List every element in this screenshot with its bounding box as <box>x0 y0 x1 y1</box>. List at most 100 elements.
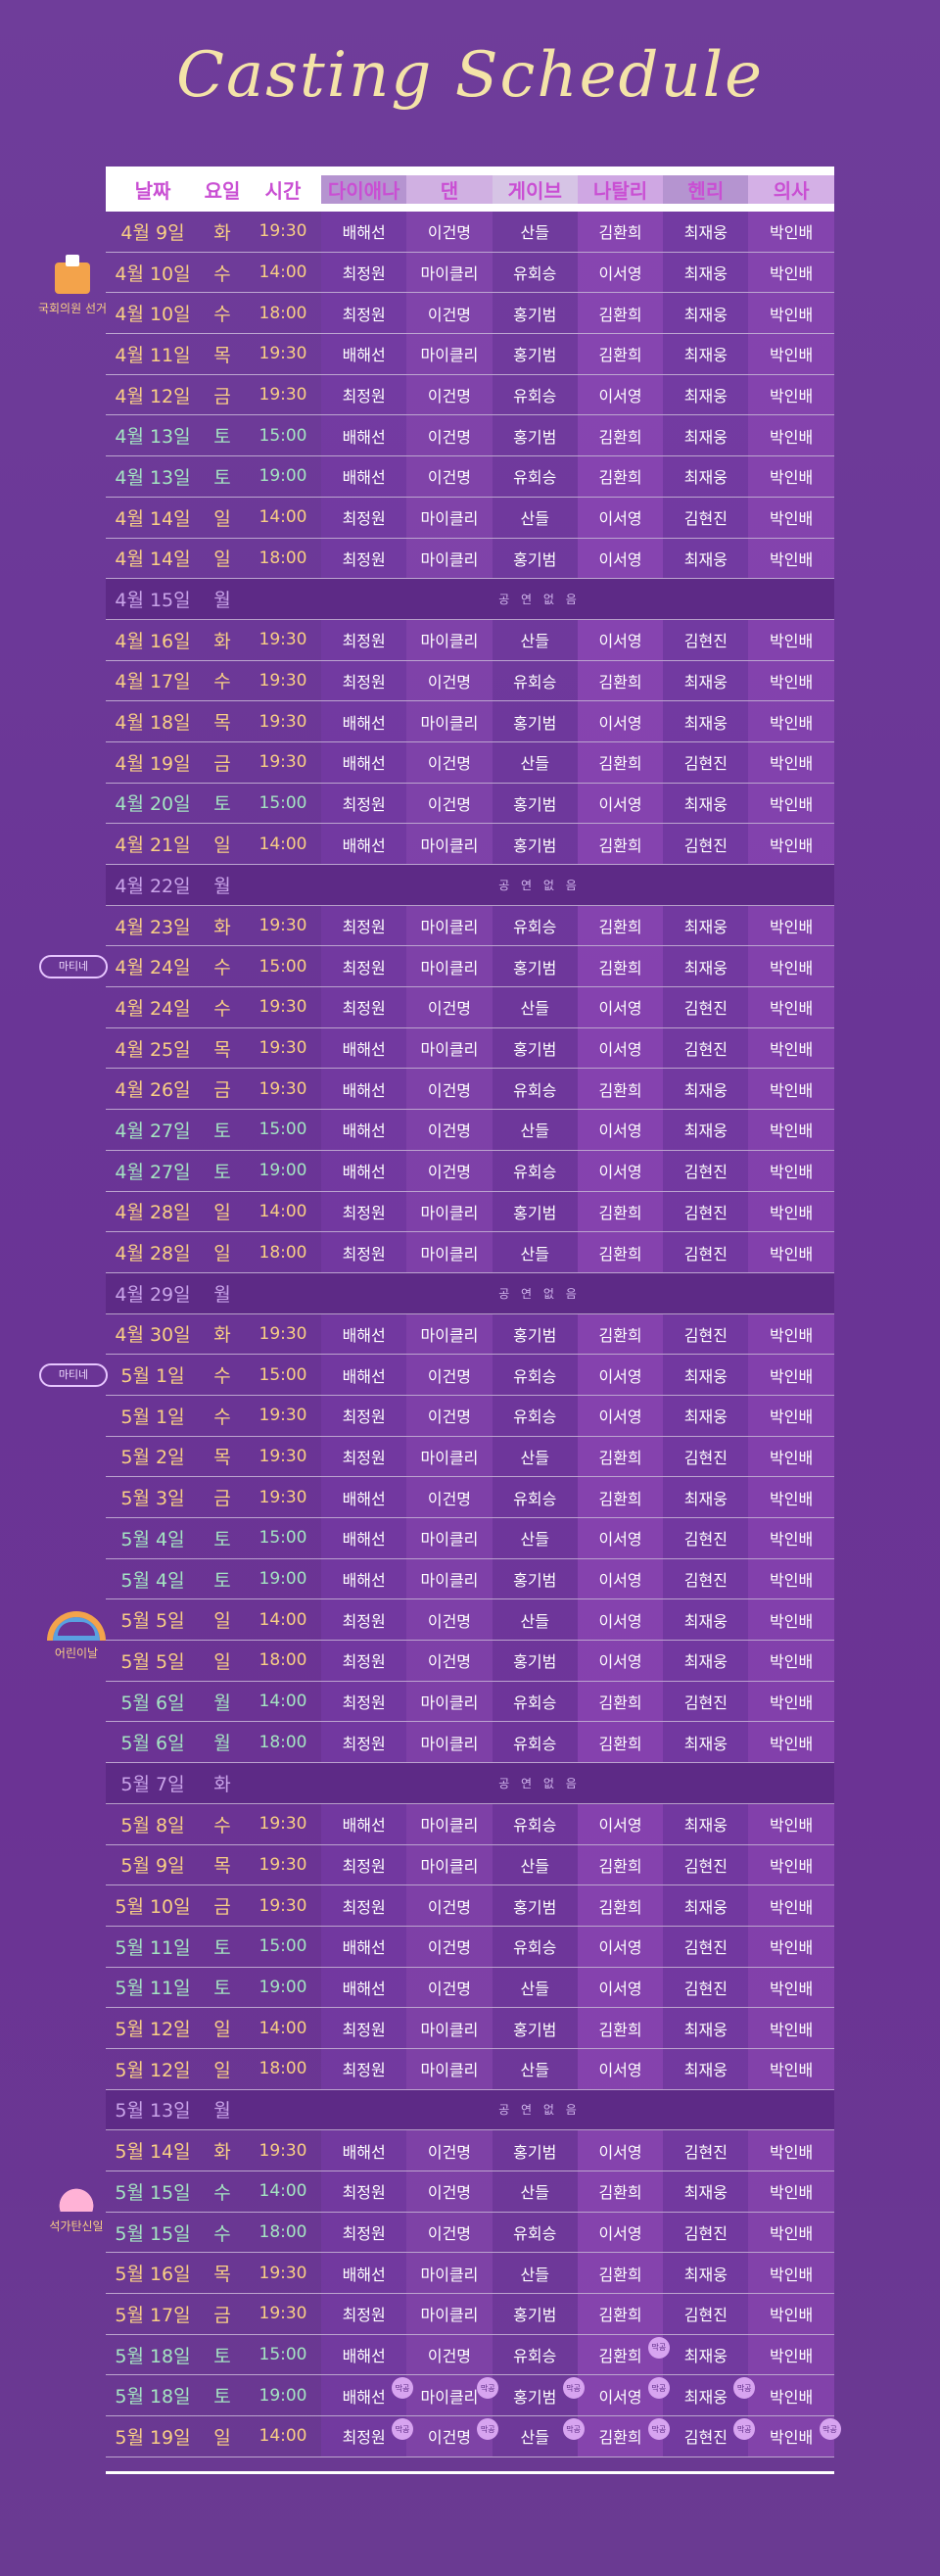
cast-cell: 이건명 <box>406 2130 493 2171</box>
day-cell: 일 <box>213 2019 231 2041</box>
cast-cell: 마이클리 <box>406 1844 493 1885</box>
cast-cell: 유회승 <box>492 1150 578 1191</box>
time-cell: 14:00 <box>258 834 307 854</box>
no-show-note: 공 연 없 음 <box>498 878 581 892</box>
no-show-note: 공 연 없 음 <box>498 2103 581 2118</box>
lotus-icon <box>57 2182 96 2212</box>
cast-cell: 최재웅 <box>663 1885 749 1926</box>
cast-cell: 마이클리 <box>406 1191 493 1232</box>
table-row: 4월 10일 수 14:00 최정원 마이클리 유회승 이서영 최재웅 박인배 <box>106 252 834 294</box>
cast-cell: 최정원 <box>321 538 407 579</box>
cast-cell: 이서영 <box>577 2212 664 2253</box>
table-row: 5월 3일 금 19:30 배해선 이건명 유회승 김환희 최재웅 박인배 <box>106 1477 834 1518</box>
cast-cell: 최재웅 <box>663 374 749 415</box>
table-row: 4월 16일 화 19:30 최정원 마이클리 산들 이서영 김현진 박인배 <box>106 619 834 661</box>
cast-cell: 산들 <box>492 619 578 660</box>
date-cell: 4월 24일 <box>115 957 191 979</box>
day-cell: 토 <box>213 426 231 449</box>
cast-cell: 홍기범 <box>492 538 578 579</box>
bottom-divider <box>106 2470 834 2474</box>
date-cell: 4월 28일 <box>115 1202 191 1224</box>
time-cell: 19:30 <box>258 670 307 691</box>
table-row-no-show: 5월 13일 월 공 연 없 음 <box>106 2089 834 2131</box>
time-cell: 19:30 <box>258 1487 307 1507</box>
cast-cell: 김현진 <box>663 1232 749 1272</box>
cast-cell: 이서영 <box>577 619 664 660</box>
cast-cell: 박인배 <box>748 1599 834 1641</box>
cast-cell: 최정원 <box>321 946 407 987</box>
cast-cell: 최정원 <box>321 1232 407 1272</box>
cast-cell: 최재웅 <box>663 293 749 334</box>
cast-cell: 홍기범 <box>492 293 578 334</box>
cast-cell: 유회승 <box>492 374 578 415</box>
cast-cell: 배해선 <box>321 415 407 456</box>
cast-cell: 마이클리 <box>406 252 493 293</box>
table-row: 4월 18일 목 19:30 배해선 마이클리 홍기범 이서영 최재웅 박인배 <box>106 701 834 742</box>
cast-cell: 최재웅 <box>663 1355 749 1395</box>
cast-cell: 최재웅 <box>663 2171 749 2212</box>
cast-cell: 배해선 <box>321 1313 407 1355</box>
cast-cell: 최정원 <box>321 2008 407 2048</box>
cast-cell: 최정원 <box>321 252 407 293</box>
cast-cell: 최정원 <box>321 660 407 701</box>
day-cell: 일 <box>213 2059 231 2081</box>
cast-cell: 이건명 <box>406 1069 493 1110</box>
final-performance-badge: 막공 <box>392 2377 413 2400</box>
cast-cell: 박인배 <box>748 1313 834 1355</box>
table-row: 5월 11일 토 19:00 배해선 이건명 산들 이서영 김현진 박인배 <box>106 1967 834 2009</box>
cast-cell: 이건명 <box>406 456 493 497</box>
cast-cell: 이서영 <box>577 2130 664 2171</box>
date-cell: 5월 12일 <box>115 2059 191 2081</box>
date-cell: 4월 11일 <box>115 344 191 366</box>
cast-cell: 박인배 <box>748 1436 834 1477</box>
date-cell: 4월 23일 <box>115 916 191 938</box>
cast-cell: 김현진 <box>663 1313 749 1355</box>
cast-cell: 이서영 <box>577 1926 664 1967</box>
date-cell: 4월 29일 <box>115 1283 191 1306</box>
table-row: 4월 13일 토 15:00 배해선 이건명 홍기범 김환희 최재웅 박인배 <box>106 415 834 457</box>
table-row: 4월 27일 토 19:00 배해선 이건명 유회승 이서영 김현진 박인배 <box>106 1150 834 1192</box>
cast-cell: 김현진 <box>663 1150 749 1191</box>
cast-cell: 최정원 <box>321 619 407 660</box>
day-cell: 목 <box>213 712 231 735</box>
cast-cell: 마이클리 <box>406 946 493 987</box>
cast-cell: 이건명 <box>406 212 493 252</box>
cast-cell: 김현진 <box>663 1967 749 2008</box>
date-cell: 5월 6일 <box>120 1692 185 1714</box>
cast-cell: 박인배 <box>748 2375 834 2416</box>
cast-cell: 배해선 <box>321 1027 407 1069</box>
table-row: 5월 5일 일 14:00 최정원 이건명 산들 이서영 최재웅 박인배 <box>106 1599 834 1642</box>
final-performance-badge: 막공 <box>562 2377 585 2400</box>
date-cell: 4월 25일 <box>115 1038 191 1061</box>
cast-cell: 이서영 <box>577 1355 664 1395</box>
day-cell: 토 <box>213 1161 231 1183</box>
day-cell: 토 <box>213 2345 231 2367</box>
time-cell: 14:00 <box>258 2181 307 2202</box>
cast-cell: 김환희 <box>577 1722 664 1763</box>
cast-cell: 최정원 <box>321 1599 407 1641</box>
cast-cell: 김현진 <box>663 987 749 1027</box>
cast-cell: 이건명 <box>406 1355 493 1395</box>
table-row: 4월 30일 화 19:30 배해선 마이클리 홍기범 김환희 김현진 박인배 <box>106 1313 834 1356</box>
day-cell: 토 <box>213 1569 231 1592</box>
cast-cell: 박인배 <box>748 1558 834 1599</box>
day-cell: 토 <box>213 1528 231 1550</box>
day-cell: 월 <box>213 1692 231 1714</box>
table-row: 4월 27일 토 15:00 배해선 이건명 산들 이서영 최재웅 박인배 <box>106 1110 834 1151</box>
buddha-birthday-label: 석가탄신일 <box>33 2182 119 2234</box>
cast-cell: 박인배 <box>748 741 834 783</box>
date-cell: 4월 21일 <box>115 835 191 857</box>
day-cell: 목 <box>213 2264 231 2286</box>
day-cell: 목 <box>213 344 231 366</box>
time-cell: 15:00 <box>258 425 307 446</box>
day-cell: 토 <box>213 466 231 489</box>
cast-cell: 박인배 <box>748 212 834 252</box>
cast-cell: 최재웅 <box>663 2048 749 2089</box>
time-cell: 19:30 <box>258 2263 307 2283</box>
cast-cell: 이서영 <box>577 538 664 579</box>
cast-cell: 홍기범 <box>492 2008 578 2048</box>
cast-cell: 마이클리 <box>406 701 493 741</box>
day-cell: 목 <box>213 1855 231 1878</box>
cast-cell: 김현진 <box>663 1518 749 1558</box>
date-cell: 5월 10일 <box>115 1896 191 1919</box>
